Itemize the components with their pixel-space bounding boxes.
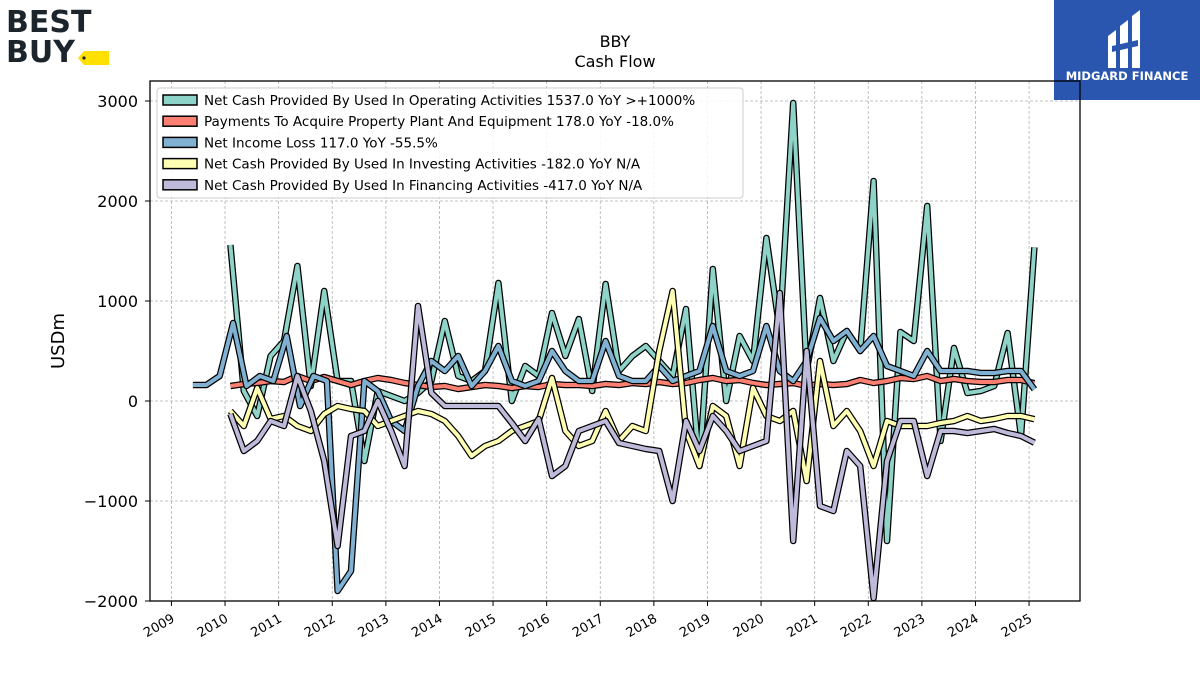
- legend-entry: Net Income Loss 117.0 YoY -55.5%: [204, 135, 438, 151]
- series-4-group: [227, 289, 1036, 602]
- series-2-line: [192, 316, 1037, 593]
- series-layer: [192, 99, 1038, 602]
- x-tick-label: 2024: [945, 611, 981, 641]
- legend-swatch: [162, 115, 198, 127]
- legend-swatch: [162, 157, 198, 170]
- x-tick-label: 2010: [195, 611, 231, 641]
- logo-line2: BUY: [6, 35, 76, 68]
- legend-entry: Net Cash Provided By Used In Financing A…: [204, 178, 643, 194]
- midgard-finance-logo: MIDGARD FINANCE: [1054, 0, 1200, 100]
- y-axis-label: USDm: [48, 313, 69, 369]
- y-tick-label: 3000: [97, 92, 138, 111]
- x-tick-label: 2012: [302, 611, 338, 641]
- logo-brand-text: MIDGARD FINANCE: [1066, 69, 1189, 83]
- legend-box: [156, 87, 744, 199]
- x-tick-label: 2023: [892, 611, 928, 641]
- x-tick-label: 2025: [999, 611, 1035, 641]
- x-tick-label: 2016: [516, 611, 552, 641]
- x-tick-label: 2021: [785, 611, 821, 641]
- x-tick-label: 2014: [409, 611, 445, 641]
- series-4-line: [228, 291, 1036, 600]
- best-buy-logo: BEST BUY: [6, 6, 109, 68]
- price-tag-icon: [78, 51, 109, 65]
- x-tick-label: 2018: [624, 611, 660, 641]
- y-tick-label: 2000: [97, 192, 138, 211]
- legend-entry: Payments To Acquire Property Plant And E…: [204, 114, 674, 130]
- legend-swatch: [162, 94, 198, 106]
- series-0-line: [228, 101, 1037, 543]
- plot-frame: [149, 80, 1081, 602]
- chart-title: BBY: [600, 32, 631, 51]
- x-tick-label: 2009: [141, 611, 177, 641]
- chart-subtitle: Cash Flow: [574, 52, 655, 71]
- logo-line1: BEST: [6, 6, 92, 40]
- x-tick-label: 2013: [356, 611, 392, 641]
- y-tick-label: 0: [128, 392, 138, 411]
- x-tick-label: 2019: [677, 611, 713, 641]
- legend-entry: Net Cash Provided By Used In Investing A…: [204, 157, 641, 173]
- y-tick-label: 1000: [97, 292, 138, 311]
- series-2-group: [192, 314, 1038, 595]
- x-tick-label: 2015: [463, 611, 499, 641]
- x-tick-label: 2017: [570, 611, 606, 641]
- midgard-emblem-icon: [1108, 10, 1140, 68]
- x-tick-label: 2011: [248, 611, 284, 641]
- legend-swatch: [162, 179, 198, 191]
- legend-swatch: [162, 136, 198, 149]
- x-tick-label: 2022: [838, 611, 874, 641]
- y-tick-label: −2000: [84, 592, 138, 611]
- y-tick-label: −1000: [84, 492, 138, 511]
- series-0-group: [227, 99, 1038, 545]
- legend-entry: Net Cash Provided By Used In Operating A…: [204, 93, 695, 109]
- x-tick-label: 2020: [731, 611, 767, 641]
- legend: Net Cash Provided By Used In Operating A…: [156, 87, 744, 199]
